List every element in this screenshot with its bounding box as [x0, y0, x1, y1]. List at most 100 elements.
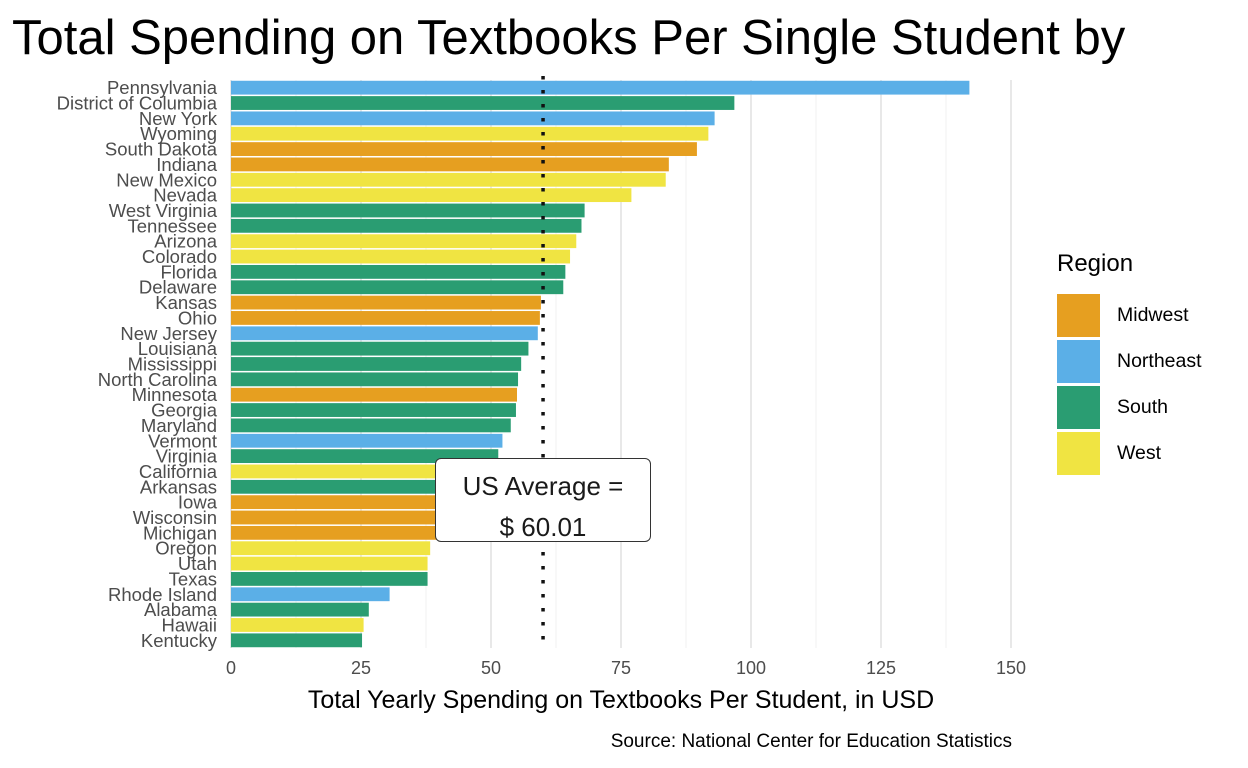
bar-oregon [231, 541, 431, 556]
y-tick-label: District of Columbia [57, 93, 218, 114]
bar-tennessee [231, 218, 582, 233]
bar-west-virginia [231, 203, 585, 218]
bar-south-dakota [231, 142, 697, 156]
bar-minnesota [231, 387, 517, 402]
x-tick-label: 0 [226, 658, 236, 678]
us-average-value: $ 60.01 [499, 512, 587, 542]
y-tick-label: Mississippi [128, 354, 217, 375]
y-tick-label: Michigan [143, 522, 217, 543]
legend-swatch [1057, 339, 1100, 383]
bar-hawaii [231, 618, 364, 632]
legend-swatch [1057, 385, 1100, 429]
x-axis-label: Total Yearly Spending on Textbooks Per S… [307, 686, 935, 714]
bar-arkansas [231, 479, 447, 494]
bar-new-jersey [231, 326, 538, 341]
x-axis-tick-labels: 0 25 50 75 100 125 150 [226, 658, 1026, 678]
legend-label: Northeast [1117, 349, 1202, 372]
y-tick-label: New Jersey [120, 323, 217, 344]
y-tick-label: Indiana [156, 154, 217, 175]
y-tick-label: California [139, 461, 218, 482]
legend-swatch [1057, 431, 1100, 475]
legend-item-northeast: Northeast [1057, 338, 1202, 384]
bar-kansas [231, 295, 541, 310]
y-tick-label: Ohio [178, 307, 217, 328]
y-tick-label: Kansas [155, 292, 217, 313]
y-tick-label: Colorado [142, 246, 217, 267]
legend-label: Midwest [1117, 303, 1189, 326]
bar-wyoming [231, 126, 709, 141]
chart-title: Total Spending on Textbooks Per Single S… [12, 11, 1126, 65]
x-tick-label: 50 [481, 658, 501, 678]
bar-district-of-columbia [231, 96, 735, 110]
us-average-annotation: US Average = $ 60.01 [435, 458, 651, 542]
bar-louisiana [231, 341, 529, 356]
bar-florida [231, 264, 566, 279]
bar-texas [231, 572, 428, 586]
y-tick-label: Delaware [139, 277, 217, 298]
x-tick-label: 150 [996, 658, 1026, 678]
y-tick-label: Rhode Island [108, 584, 217, 605]
legend-label: South [1117, 395, 1168, 418]
y-tick-label: Arkansas [140, 476, 217, 497]
y-tick-label: Iowa [178, 492, 218, 513]
bar-utah [231, 556, 428, 571]
bar-north-carolina [231, 372, 519, 387]
bar-iowa [231, 495, 445, 510]
x-tick-label: 100 [736, 658, 766, 678]
y-tick-label: Nevada [153, 185, 217, 206]
us-average-label: US Average = [462, 471, 624, 501]
y-tick-label: Arizona [154, 231, 217, 252]
bar-georgia [231, 403, 516, 417]
legend-item-midwest: Midwest [1057, 292, 1202, 338]
bar-michigan [231, 525, 439, 540]
y-tick-label: West Virginia [109, 200, 218, 221]
bar-arizona [231, 234, 577, 249]
y-tick-label: Wisconsin [133, 507, 217, 528]
bar-new-mexico [231, 172, 666, 187]
legend: Region Midwest Northeast South West [1057, 250, 1202, 476]
bar-group [231, 80, 970, 648]
legend-items: Midwest Northeast South West [1057, 292, 1202, 476]
y-tick-label: Georgia [151, 400, 218, 421]
bar-nevada [231, 188, 632, 203]
bar-kentucky [231, 633, 363, 648]
y-tick-label: Tennessee [128, 215, 217, 236]
y-tick-label: Kentucky [141, 630, 218, 651]
y-tick-label: Oregon [155, 538, 217, 559]
source-note: Source: National Center for Education St… [610, 731, 1012, 752]
bar-rhode-island [231, 587, 390, 602]
bar-ohio [231, 311, 540, 325]
bar-maryland [231, 418, 511, 433]
y-tick-label: Maryland [141, 415, 217, 436]
y-tick-label: Louisiana [138, 338, 218, 359]
y-tick-label: South Dakota [105, 139, 218, 160]
x-tick-label: 25 [351, 658, 371, 678]
legend-title: Region [1057, 250, 1134, 277]
y-tick-label: New York [139, 108, 218, 129]
bar-alabama [231, 602, 369, 617]
bar-california [231, 464, 450, 479]
y-tick-label: Texas [169, 568, 217, 589]
bar-mississippi [231, 357, 522, 371]
y-tick-label: North Carolina [98, 369, 218, 390]
y-tick-label: Hawaii [161, 614, 217, 635]
y-tick-label: Virginia [156, 446, 218, 467]
bar-vermont [231, 433, 503, 448]
bar-pennsylvania [231, 80, 970, 95]
legend-item-west: West [1057, 430, 1202, 476]
y-tick-label: Minnesota [132, 384, 218, 405]
y-tick-label: Alabama [144, 599, 218, 620]
x-tick-label: 75 [611, 658, 631, 678]
legend-item-south: South [1057, 384, 1202, 430]
y-tick-label: Pennsylvania [107, 77, 218, 98]
legend-swatch [1057, 293, 1100, 337]
bar-virginia [231, 449, 499, 464]
x-tick-label: 125 [866, 658, 896, 678]
bar-new-york [231, 111, 715, 126]
bar-indiana [231, 157, 669, 172]
y-tick-label: Utah [178, 553, 217, 574]
y-tick-label: Florida [160, 261, 217, 282]
y-tick-label: Wyoming [140, 123, 217, 144]
